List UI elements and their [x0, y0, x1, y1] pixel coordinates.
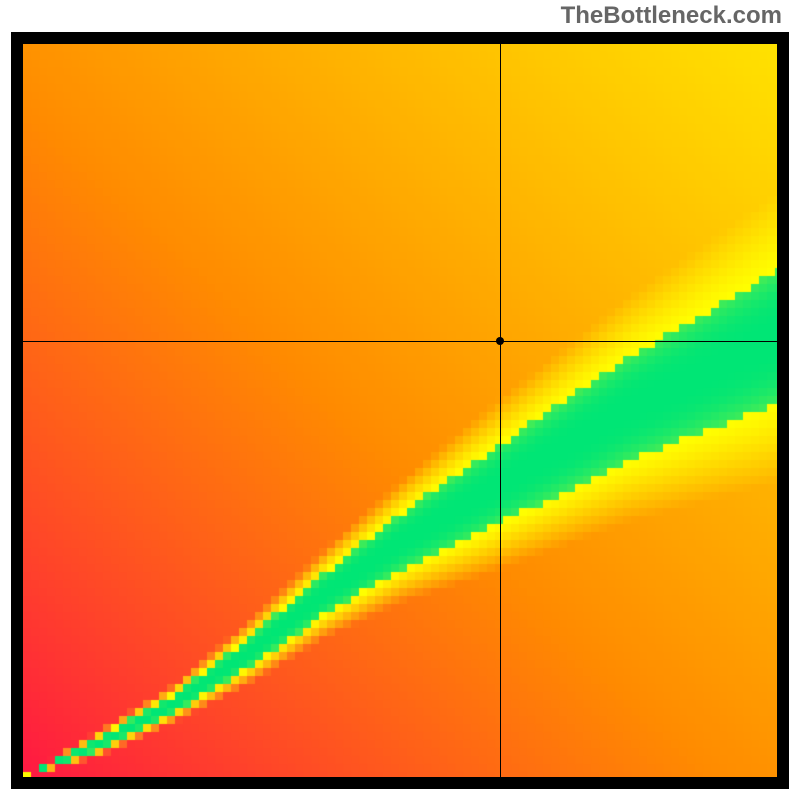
crosshair-vertical [500, 44, 501, 777]
watermark-text: TheBottleneck.com [561, 2, 782, 30]
crosshair-horizontal [23, 341, 777, 342]
plot-frame [11, 32, 789, 789]
crosshair-marker [496, 337, 504, 345]
heatmap-canvas [23, 44, 777, 777]
chart-container: TheBottleneck.com [0, 0, 800, 800]
plot-area [23, 44, 777, 777]
